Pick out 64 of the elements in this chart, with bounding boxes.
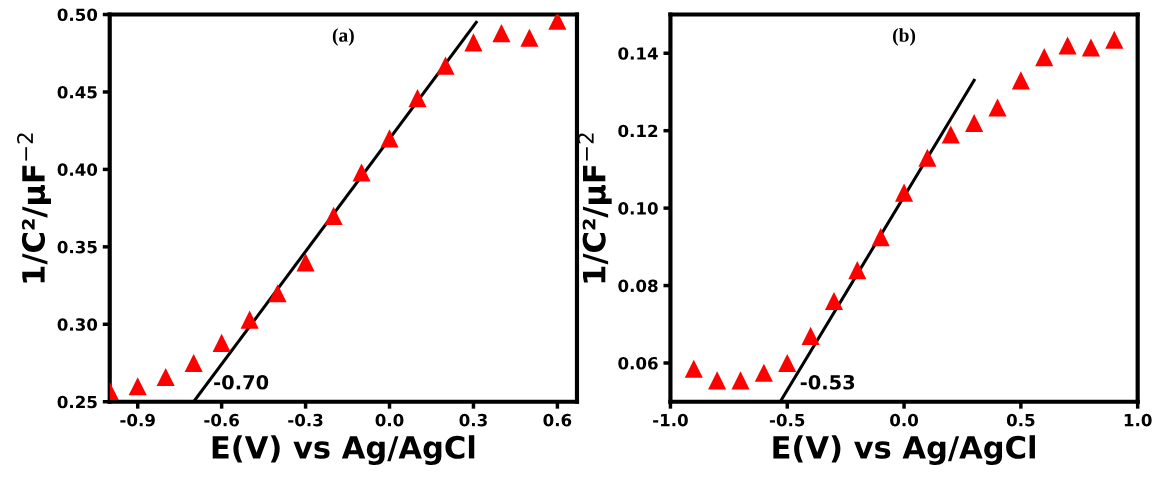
- point: [941, 125, 960, 144]
- annotation: -0.53: [800, 374, 855, 390]
- y-axis-title: 1/C²/μF$^{−2}$: [17, 133, 51, 283]
- point: [824, 291, 844, 311]
- point: [1011, 71, 1030, 90]
- x-tick-label: 0.0: [890, 413, 919, 427]
- x-axis-title: E(V) vs Ag/AgCl: [212, 435, 475, 466]
- point: [754, 363, 773, 382]
- x-tick-label: -1.0: [653, 413, 688, 427]
- point: [778, 353, 797, 373]
- y-tick-label: 0.30: [57, 318, 98, 331]
- point: [324, 206, 343, 225]
- point: [801, 326, 820, 345]
- point: [708, 371, 727, 390]
- text: (a): [332, 28, 354, 46]
- point: [965, 113, 984, 132]
- y-tick-label: 0.12: [618, 124, 658, 138]
- x-tick-label: 0.3: [459, 413, 487, 427]
- point: [988, 98, 1007, 117]
- x-tick-label: -0.6: [204, 413, 239, 427]
- y-tick-label: 0.08: [618, 279, 658, 293]
- y-tick-label: 0.40: [57, 163, 98, 176]
- point: [848, 261, 867, 280]
- point: [520, 28, 539, 47]
- point: [240, 310, 259, 329]
- point: [436, 56, 455, 75]
- y-tick-label: 0.45: [57, 85, 97, 99]
- x-tick-label: 1.0: [1124, 413, 1152, 427]
- y-tick-label: 0.25: [57, 395, 97, 409]
- point: [296, 253, 315, 272]
- point: [128, 377, 147, 396]
- point: [731, 371, 750, 390]
- point: [684, 359, 703, 378]
- point: [352, 163, 371, 182]
- x-axis-title: E(V) vs Ag/AgCl: [773, 435, 1035, 466]
- x-tick-label: 0.6: [543, 413, 572, 427]
- x-tick-label: 0.5: [1006, 413, 1035, 427]
- point: [548, 14, 567, 30]
- point: [184, 353, 203, 373]
- point: [212, 333, 231, 352]
- point: [1058, 36, 1077, 55]
- text: (b): [893, 28, 916, 46]
- y-tick-label: 0.06: [618, 356, 658, 370]
- x-tick-label: -0.9: [120, 413, 155, 427]
- point: [918, 148, 937, 167]
- y-tick-label: 0.10: [618, 202, 658, 215]
- point: [895, 183, 914, 202]
- x-tick-label: 0.0: [375, 413, 404, 427]
- point: [492, 24, 511, 43]
- point: [156, 367, 175, 386]
- point: [871, 228, 890, 247]
- x-tick-label: -0.3: [288, 413, 323, 427]
- point: [464, 33, 483, 52]
- point: [1105, 30, 1124, 49]
- point: [1035, 48, 1054, 67]
- point: [380, 129, 399, 148]
- y-tick-label: 0.14: [618, 47, 658, 60]
- x-tick-label: -0.5: [769, 413, 805, 427]
- point: [268, 284, 287, 303]
- y-tick-label: 0.35: [57, 240, 97, 254]
- y-tick-label: 0.50: [57, 8, 98, 22]
- point: [1081, 38, 1100, 57]
- annotation: -0.70: [214, 374, 269, 390]
- point: [408, 89, 427, 108]
